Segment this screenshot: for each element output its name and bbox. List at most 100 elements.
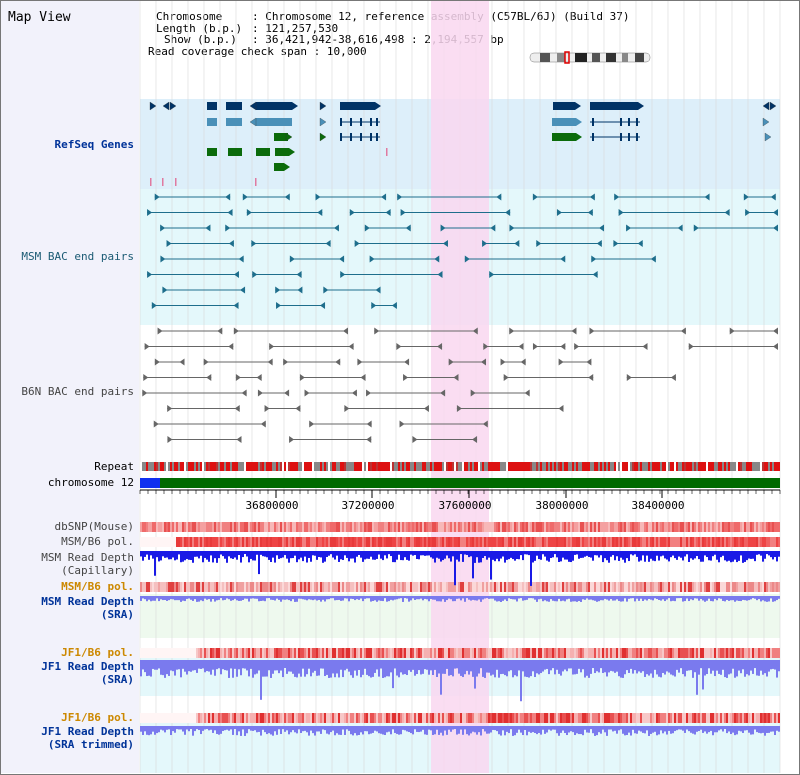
chromosome-bar[interactable] (160, 478, 780, 488)
msm-depth-cap-bar (562, 551, 564, 558)
jf1-depth-bar (246, 660, 248, 671)
msm-depth-cap-bar (652, 551, 654, 561)
jf1-depth-bar (640, 660, 642, 673)
b6n-bac-track[interactable] (142, 327, 778, 444)
jf1-pol-cell (290, 648, 292, 658)
jf1-pol2-cell (252, 713, 254, 723)
jf1-pol2-cell (692, 713, 694, 723)
msm-depth-sra-bar (162, 596, 164, 601)
msm-pol-cell (468, 537, 470, 547)
msm-pol-cell (210, 537, 212, 547)
jf1-pol-cell (236, 648, 238, 658)
jf1-depth-bar (580, 660, 582, 673)
msm-pol2-cell (764, 582, 766, 592)
gene-marker (175, 178, 177, 186)
exon (350, 133, 352, 141)
msm-pol-cell (734, 537, 736, 547)
gene-arrow (764, 132, 772, 142)
msm-pol-cell (392, 537, 394, 547)
jf1-depth-trim-bar (408, 726, 410, 733)
msm-depth-cap-bar (230, 551, 232, 559)
msm-bac-end (333, 224, 339, 232)
msm-depth-sra-bar (258, 596, 260, 602)
msm-bac-track[interactable] (147, 193, 778, 310)
jf1-depth-bar (660, 660, 662, 678)
msm-pol2-cell (172, 582, 174, 592)
msm-depth-cap-bar (296, 551, 298, 563)
jf1-depth-bar (698, 660, 700, 675)
msm-pol2-cell (582, 582, 584, 592)
jf1-pol-cell (666, 648, 668, 658)
msm-depth-sra-bar (698, 596, 700, 601)
jf1-depth-trim-bar (236, 726, 238, 736)
jf1-pol2-cell (652, 713, 654, 723)
refseq-genes-track[interactable] (149, 101, 777, 186)
msm-depth-cap-bar (174, 551, 176, 561)
jf1-depth-trim-bar (736, 726, 738, 735)
repeat-cell (522, 462, 524, 471)
msm-depth-cap-bar (766, 551, 768, 555)
msm-depth-cap-bar (140, 551, 142, 557)
msm-depth-sra-bar (184, 596, 186, 602)
jf1-pol2-cell (502, 713, 504, 723)
msm-pol-cell (696, 537, 698, 547)
dbsnp-cell (380, 522, 382, 532)
dbsnp-cell (304, 522, 306, 532)
repeat-cell (668, 462, 670, 471)
gene-block (552, 118, 576, 126)
jf1-pol-cell (220, 648, 222, 658)
highlight-region[interactable] (431, 1, 489, 773)
jf1-pol2-cell (546, 713, 548, 723)
jf1-pol2-cell (388, 713, 390, 723)
jf1-pol-cell (480, 648, 482, 658)
jf1-depth-bar (630, 660, 632, 669)
chromosome-ideogram[interactable] (529, 51, 651, 64)
msm-pol-cell (452, 537, 454, 547)
repeat-cell (486, 462, 488, 471)
msm-depth-cap-bar (260, 551, 262, 555)
msm-depth-sra-bar (360, 596, 362, 599)
gene-arrow (576, 133, 582, 141)
jf1-pol-cell (556, 648, 558, 658)
jf1-depth-trim-bar (618, 726, 620, 731)
jf1-depth-trim-bar (694, 726, 696, 735)
dbsnp-cell (452, 522, 454, 532)
msm-pol2-cell (266, 582, 268, 592)
msm-depth-cap-bar (480, 551, 482, 563)
jf1-depth-bar (398, 660, 400, 678)
repeat-cell (214, 462, 216, 471)
gene-block (226, 102, 242, 110)
jf1-depth-bar (374, 660, 376, 673)
dbsnp-cell (288, 522, 290, 532)
jf1-pol2-cell (214, 713, 216, 723)
jf1-depth-trim-bar (522, 726, 524, 736)
jf1-pol-cell (386, 648, 388, 658)
jf1-depth-trim-bar (352, 726, 354, 736)
jf1-depth-trim-bar (464, 726, 466, 730)
msm-pol2-cell (610, 582, 612, 592)
dbsnp-cell (214, 522, 216, 532)
b6n-bac-end (558, 358, 564, 366)
jf1-pol2-cell (534, 713, 536, 723)
msm-depth-sra-bar (554, 596, 556, 602)
jf1-depth-bar (742, 660, 744, 670)
msm-pol2-cell (190, 582, 192, 592)
exon (628, 118, 630, 126)
repeat-cell (716, 462, 718, 471)
msm-bac-end (315, 193, 321, 201)
jf1-pol2-cell (302, 713, 304, 723)
jf1-depth-bar (546, 660, 548, 669)
msm-depth-sra-bar (646, 596, 648, 601)
msm-pol2-cell (298, 582, 300, 592)
msm-pol2-cell (340, 582, 342, 592)
jf1-pol2-cell (616, 713, 618, 723)
msm-depth-cap-bar (300, 551, 302, 558)
repeat-cell (610, 462, 612, 471)
jf1-depth-bar (524, 660, 526, 677)
msm-pol2-cell (308, 582, 310, 592)
b6n-bac-end (558, 405, 564, 412)
repeat-cell (698, 462, 700, 471)
msm-depth-sra-bar (684, 596, 686, 602)
jf1-depth-trim-bar (500, 726, 502, 736)
